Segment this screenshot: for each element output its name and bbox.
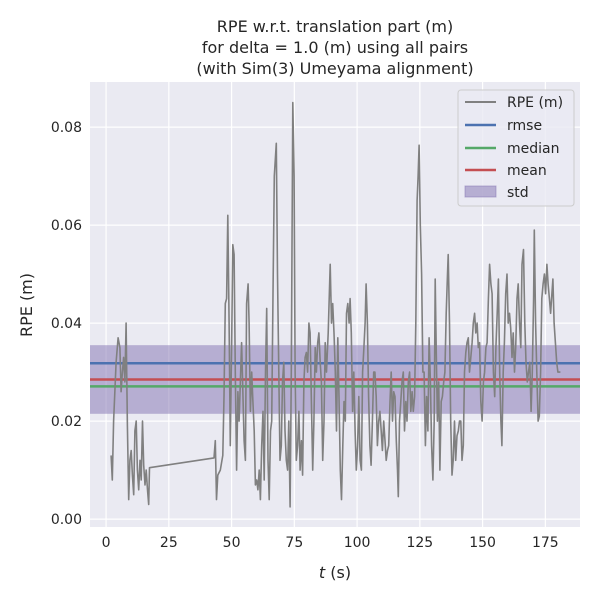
legend-label-mean: mean — [507, 163, 547, 179]
x-axis-label: t (s) — [319, 563, 351, 582]
rpe-series-line — [110, 101, 561, 508]
legend-label-std: std — [507, 185, 529, 201]
chart-title-line-2: for delta = 1.0 (m) using all pairs — [202, 38, 468, 57]
legend-label-rpe: RPE (m) — [507, 95, 563, 111]
legend: RPE (m) rmse median mean std — [457, 89, 575, 207]
x-tick-labels: 0 25 50 75 100 125 150 175 — [102, 535, 559, 551]
x-tick-label: 125 — [406, 535, 433, 551]
x-tick-label: 175 — [532, 535, 559, 551]
y-tick-label: 0.04 — [51, 316, 82, 332]
y-tick-labels: 0.00 0.02 0.04 0.06 0.08 — [51, 120, 82, 528]
legend-label-rmse: rmse — [507, 118, 542, 134]
legend-label-median: median — [507, 141, 559, 157]
y-tick-label: 0.08 — [51, 120, 82, 136]
x-axis-label-var: t — [319, 563, 326, 582]
x-tick-label: 0 — [102, 535, 111, 551]
y-axis-label: RPE (m) — [17, 273, 36, 337]
legend-swatch-std — [464, 185, 497, 198]
y-tick-label: 0.02 — [51, 414, 82, 430]
y-tick-label: 0.00 — [51, 512, 82, 528]
y-tick-label: 0.06 — [51, 218, 82, 234]
x-tick-label: 150 — [469, 535, 496, 551]
x-tick-label: 25 — [160, 535, 178, 551]
x-tick-label: 75 — [285, 535, 303, 551]
chart-title-line-3: (with Sim(3) Umeyama alignment) — [196, 59, 473, 78]
x-axis-label-unit: (s) — [325, 563, 351, 582]
x-tick-label: 50 — [223, 535, 241, 551]
x-tick-label: 100 — [344, 535, 371, 551]
legend-box — [457, 89, 575, 207]
chart-title-line-1: RPE w.r.t. translation part (m) — [217, 17, 453, 36]
